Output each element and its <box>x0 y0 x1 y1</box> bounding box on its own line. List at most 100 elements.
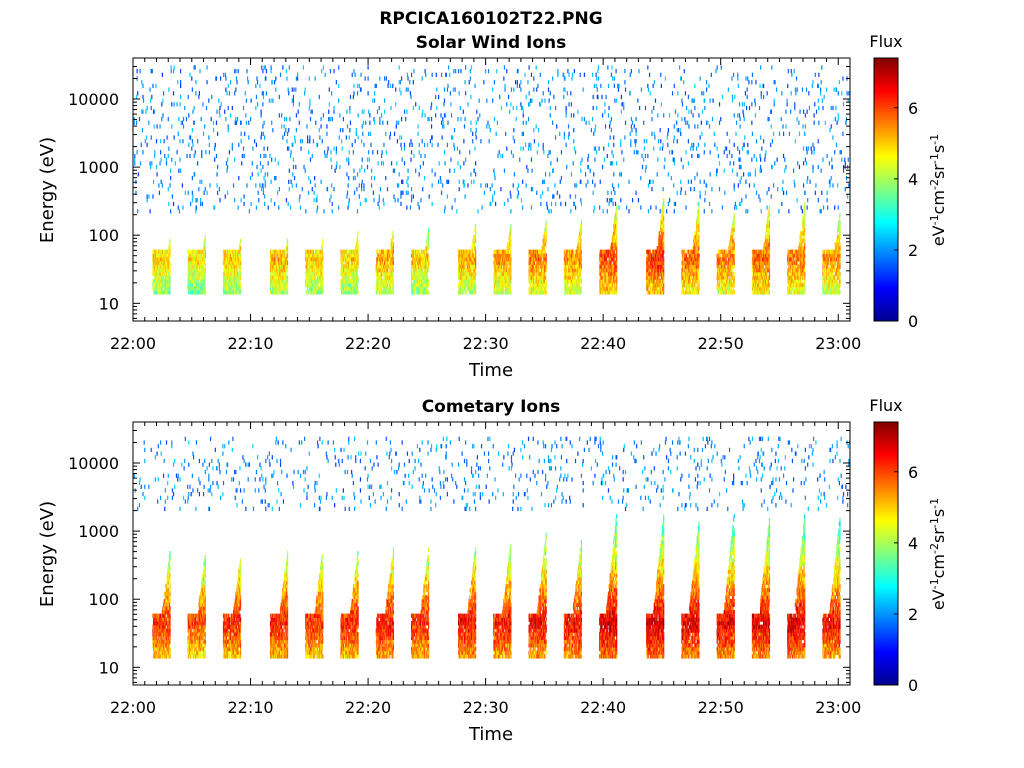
heatmap-cell <box>475 234 477 240</box>
heatmap-cell <box>543 282 545 288</box>
heatmap-cell <box>361 164 363 170</box>
heatmap-cell <box>335 164 337 170</box>
heatmap-cell <box>316 198 318 203</box>
heatmap-cell <box>424 69 426 74</box>
heatmap-cell <box>407 168 409 173</box>
heatmap-cell <box>272 275 274 280</box>
heatmap-cell <box>197 249 199 254</box>
heatmap-cell <box>156 124 158 129</box>
heatmap-cell <box>296 76 299 81</box>
heatmap-cell <box>568 102 570 107</box>
heatmap-cell <box>133 120 135 125</box>
heatmap-cell <box>595 83 597 89</box>
heatmap-cell <box>596 76 598 81</box>
heatmap-cell <box>352 264 354 269</box>
heatmap-cell <box>227 105 229 111</box>
heatmap-cell <box>579 249 581 254</box>
heatmap-cell <box>443 87 446 92</box>
heatmap-cell <box>188 249 190 254</box>
heatmap-cell <box>360 72 362 77</box>
heatmap-cell <box>235 76 238 81</box>
heatmap-cell <box>368 131 370 136</box>
heatmap-cell <box>459 150 461 155</box>
heatmap-cell <box>319 275 321 280</box>
heatmap-cell <box>187 279 189 284</box>
heatmap-cell <box>406 72 409 77</box>
heatmap-cell <box>527 146 530 151</box>
heatmap-cell <box>163 139 165 144</box>
heatmap-cell <box>146 198 148 203</box>
heatmap-cell <box>446 194 449 199</box>
heatmap-cell <box>188 257 190 262</box>
heatmap-cell <box>162 98 164 103</box>
heatmap-cell <box>399 135 401 140</box>
heatmap-cell <box>515 80 517 85</box>
heatmap-cell <box>271 157 273 162</box>
heatmap-cell <box>495 275 497 280</box>
heatmap-cell <box>573 146 575 151</box>
heatmap-cell <box>239 257 242 262</box>
heatmap-cell <box>388 268 390 273</box>
heatmap-cell <box>237 69 239 74</box>
heatmap-cell <box>381 286 383 291</box>
heatmap-cell <box>170 175 172 181</box>
heatmap-cell <box>264 65 266 70</box>
heatmap-cell <box>341 286 343 291</box>
heatmap-cell <box>428 194 430 199</box>
heatmap-cell <box>509 257 511 262</box>
heatmap-cell <box>537 83 539 89</box>
heatmap-cell <box>504 249 506 254</box>
heatmap-cell <box>238 175 240 181</box>
heatmap-cell <box>456 146 459 151</box>
heatmap-cell <box>542 142 544 148</box>
heatmap-cell <box>152 257 155 262</box>
heatmap-cell <box>580 275 583 280</box>
heatmap-cell <box>240 120 242 125</box>
heatmap-cell <box>241 161 243 166</box>
heatmap-cell <box>520 80 522 85</box>
heatmap-cell <box>454 87 456 92</box>
heatmap-cell <box>449 91 451 96</box>
heatmap-cell <box>392 264 394 269</box>
heatmap-cell <box>168 87 170 92</box>
heatmap-cell <box>198 94 200 100</box>
heatmap-cell <box>180 120 182 125</box>
heatmap-cell <box>210 116 212 122</box>
heatmap-cell <box>347 205 349 210</box>
heatmap-cell <box>396 120 398 125</box>
heatmap-cell <box>379 286 382 291</box>
heatmap-cell <box>467 183 469 188</box>
heatmap-cell <box>357 135 359 140</box>
heatmap-cell <box>336 161 338 166</box>
heatmap-cell <box>597 76 600 81</box>
heatmap-cell <box>530 98 532 103</box>
heatmap-cell <box>259 183 261 188</box>
heatmap-cell <box>299 139 302 144</box>
heatmap-cell <box>313 290 315 295</box>
heatmap-cell <box>423 175 426 181</box>
heatmap-cell <box>349 249 351 254</box>
heatmap-cell <box>335 150 337 155</box>
heatmap-cell <box>224 257 226 262</box>
heatmap-cell <box>165 282 168 288</box>
heatmap-cell <box>580 249 583 254</box>
heatmap-cell <box>312 290 314 295</box>
heatmap-cell <box>312 249 315 254</box>
heatmap-cell <box>475 271 477 277</box>
heatmap-cell <box>410 187 413 192</box>
heatmap-cell <box>580 268 583 273</box>
heatmap-cell <box>192 275 195 280</box>
heatmap-cell <box>436 105 438 111</box>
heatmap-cell <box>510 271 512 277</box>
heatmap-cell <box>308 150 310 155</box>
heatmap-cell <box>559 194 561 199</box>
heatmap-cell <box>543 179 545 184</box>
heatmap-cell <box>564 275 566 280</box>
heatmap-cell <box>199 179 201 184</box>
heatmap-cell <box>361 183 363 188</box>
heatmap-cell <box>475 264 477 269</box>
heatmap-cell <box>576 246 578 251</box>
heatmap-cell <box>574 150 577 155</box>
heatmap-cell <box>288 168 290 173</box>
heatmap-cell <box>160 150 162 155</box>
